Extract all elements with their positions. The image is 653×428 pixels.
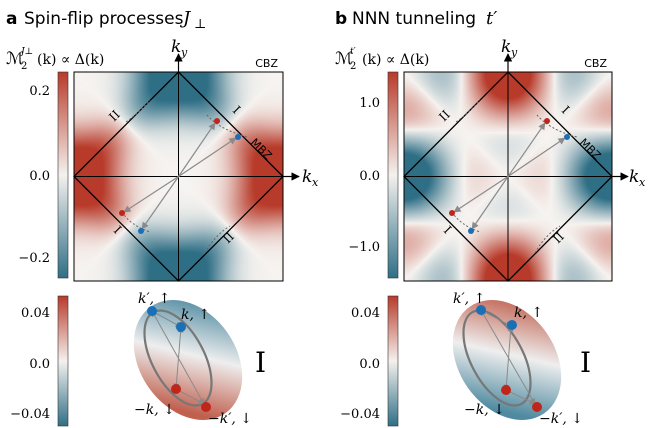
kx-label: k <box>629 167 639 187</box>
panel-letter: a <box>6 9 17 29</box>
panel-b: b NNN tunneling t′ ℳ 2 t′ (k) ∝ Δ(k) <box>335 8 646 427</box>
region-I-arc-tr <box>536 114 578 138</box>
scatter-arrow <box>175 388 205 405</box>
label-minus-kprime-down: −k′, ↓ <box>539 411 583 427</box>
label-minus-k-down: −k, ↓ <box>464 402 505 418</box>
dot-minus-kprime-down <box>532 402 542 412</box>
scatter-arrow-k <box>507 122 546 177</box>
colorbar-tick: 1.0 <box>359 96 380 111</box>
dot-red <box>214 118 220 124</box>
dot-k-up <box>176 322 186 332</box>
dot-blue <box>564 134 570 140</box>
scatter-arrow-kprime <box>178 137 237 177</box>
ky-label: k <box>501 37 511 57</box>
label-k-up: k, ↑ <box>181 307 210 323</box>
pair-arrow <box>173 326 184 390</box>
dot-kprime-up <box>147 306 157 316</box>
label-minus-kprime-down: −k′, ↓ <box>208 411 252 427</box>
panel-title: Spin-flip processes <box>24 9 184 29</box>
region-II-arc-tl <box>455 99 481 123</box>
svg-text:J⊥: J⊥ <box>19 47 33 57</box>
region-roman-label: I <box>580 346 591 379</box>
cbz-label: CBZ <box>255 57 278 70</box>
colorbar: 0.2 0.0 −0.2 <box>18 71 69 279</box>
pair-arrow <box>503 325 514 391</box>
scatter-arrow <box>480 309 512 327</box>
panel-title: NNN tunneling <box>352 9 476 29</box>
svg-text:(k) ∝ Δ(k): (k) ∝ Δ(k) <box>362 52 429 68</box>
svg-text:2: 2 <box>350 61 356 72</box>
dot-red <box>544 118 550 124</box>
small-colorbar-tick: 0.04 <box>21 306 50 321</box>
panel-a: a Spin-flip processes J ⊥ ℳ 2 J⊥ (k) ∝ Δ… <box>6 8 319 427</box>
dot-k-up <box>507 320 517 330</box>
small-colorbar-tick: −0.04 <box>10 407 50 422</box>
small-colorbar: 0.04 0.0 −0.04 <box>340 295 399 427</box>
scatter-arrow <box>151 310 182 328</box>
fermi-ellipse-inset: k′, ↑ k, ↑ −k, ↓ −k′, ↓ I <box>133 291 266 427</box>
panel-title-symbol-sub: ⊥ <box>194 17 206 32</box>
region-I-arc-tr <box>206 114 249 138</box>
region-II-arc-tl <box>125 99 151 123</box>
dot-red <box>449 210 455 216</box>
svg-text:ℳ: ℳ <box>6 49 24 69</box>
svg-text:(k) ∝ Δ(k): (k) ∝ Δ(k) <box>37 52 104 68</box>
colorbar-tick: −1.0 <box>348 240 380 255</box>
region-roman-label: I <box>255 346 266 379</box>
label-kprime-up: k′, ↑ <box>453 291 485 307</box>
dot-minus-kprime-down <box>201 402 211 412</box>
svg-text:2: 2 <box>21 61 27 72</box>
heatmap: CBZ MBZ I I II II k y k x <box>73 37 319 282</box>
colorbar-tick: −0.2 <box>18 251 50 266</box>
panel-title-symbol: J <box>179 8 192 29</box>
dot-blue <box>468 228 474 234</box>
scatter-arrow-minus-k <box>453 175 509 213</box>
kx-sub: x <box>639 176 646 189</box>
small-colorbar-tick: 0.04 <box>351 306 380 321</box>
dot-minus-k-down <box>171 384 181 394</box>
colorbar-label: ℳ 2 t′ (k) ∝ Δ(k) <box>335 47 429 72</box>
colorbar: 1.0 0.0 −1.0 <box>348 71 399 279</box>
small-colorbar-tick: −0.04 <box>340 407 380 422</box>
small-colorbar-tick: 0.0 <box>29 357 50 372</box>
ky-label: k <box>171 37 181 57</box>
scatter-arrow-minus-k <box>123 175 179 213</box>
dot-blue <box>235 134 241 140</box>
scatter-arrow-k <box>178 122 216 177</box>
ky-sub: y <box>510 46 518 59</box>
scatter-arrow <box>505 389 536 405</box>
cbz-label: CBZ <box>584 57 607 70</box>
panel-letter: b <box>335 9 347 29</box>
small-colorbar-tick: 0.0 <box>359 357 380 372</box>
svg-text:t′: t′ <box>350 47 356 57</box>
heatmap: CBZ MBZ I I II II k y k x <box>403 37 646 282</box>
scatter-arrow-kprime <box>507 137 566 177</box>
ky-sub: y <box>180 46 188 59</box>
colorbar-tick: 0.2 <box>29 84 50 99</box>
dot-minus-k-down <box>501 385 511 395</box>
scatter-arrow-minus-kprime <box>471 176 509 230</box>
colorbar-label: ℳ 2 J⊥ (k) ∝ Δ(k) <box>6 47 104 72</box>
fermi-ellipse-inset: k′, ↑ k, ↑ −k, ↓ −k′, ↓ I <box>452 291 591 427</box>
dot-kprime-up <box>476 305 486 315</box>
small-colorbar: 0.04 0.0 −0.04 <box>10 295 69 427</box>
scatter-arrow-minus-kprime <box>141 176 179 230</box>
kx-sub: x <box>312 176 319 189</box>
label-k-up: k, ↑ <box>514 305 543 321</box>
colorbar-tick: 0.0 <box>359 169 380 184</box>
panel-title-symbol: t′ <box>486 8 497 29</box>
dot-red <box>119 210 125 216</box>
kx-label: k <box>302 167 312 187</box>
label-minus-k-down: −k, ↓ <box>134 402 175 418</box>
dot-blue <box>138 228 144 234</box>
colorbar-tick: 0.0 <box>29 169 50 184</box>
label-kprime-up: k′, ↑ <box>138 291 170 307</box>
svg-text:ℳ: ℳ <box>335 49 353 69</box>
